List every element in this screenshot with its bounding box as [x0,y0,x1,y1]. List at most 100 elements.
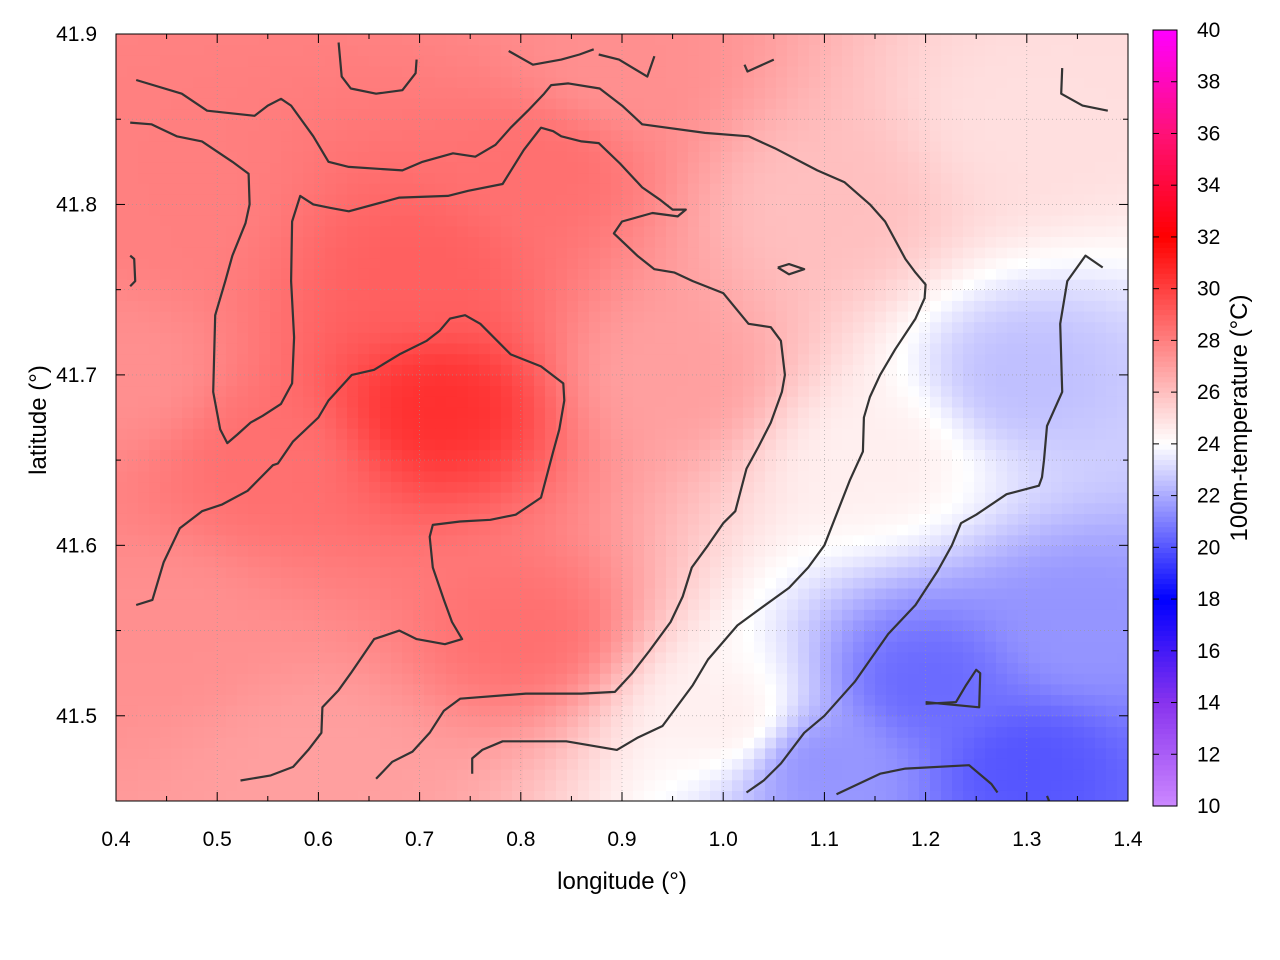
heatmap-cell [1062,555,1074,568]
heatmap-cell [677,737,689,749]
heatmap-cell [226,417,238,429]
heatmap-cell [1073,289,1085,301]
heatmap-cell [215,587,227,600]
heatmap-cell [688,683,700,696]
heatmap-cell [479,651,491,664]
heatmap-cell [149,428,161,440]
heatmap-cell [1018,651,1030,664]
heatmap-cell [171,332,183,344]
heatmap-cell [864,353,876,365]
heatmap-cell [171,545,183,557]
heatmap-cell [369,609,381,621]
heatmap-cell [864,524,876,536]
heatmap-cell [501,332,513,344]
heatmap-cell [292,769,304,781]
heatmap-cell [1117,566,1128,578]
heatmap-cell [721,332,733,344]
heatmap-cell [611,651,623,664]
heatmap-cell [919,406,931,419]
heatmap-cell [1007,726,1019,738]
heatmap-cell [446,502,458,514]
heatmap-cell [347,790,359,801]
heatmap-cell [468,492,480,504]
heatmap-cell [743,374,755,387]
heatmap-cell [424,279,436,291]
heatmap-cell [886,641,898,653]
heatmap-cell [655,236,667,248]
heatmap-cell [600,555,612,568]
heatmap-cell [655,332,667,344]
heatmap-cell [600,470,612,483]
heatmap-cell [842,502,854,514]
heatmap-cell [600,396,612,408]
heatmap-cell [908,364,920,376]
heatmap-cell [204,236,216,248]
heatmap-cell [116,534,128,546]
heatmap-cell [1040,609,1052,621]
heatmap-cell [248,524,260,536]
heatmap-cell [578,769,590,781]
heatmap-cell [512,630,524,642]
heatmap-cell [985,630,997,642]
heatmap-cell [358,385,370,397]
heatmap-cell [600,566,612,578]
heatmap-cell [831,641,843,653]
heatmap-cell [666,587,678,600]
heatmap-cell [270,758,282,770]
heatmap-cell [754,779,766,791]
heatmap-cell [490,310,502,323]
heatmap-cell [622,460,634,472]
heatmap-cell [666,790,678,801]
heatmap-cell [292,268,304,280]
heatmap-cell [314,534,326,546]
heatmap-cell [699,396,711,408]
heatmap-cell [875,289,887,301]
heatmap-cell [215,492,227,504]
heatmap-cell [1007,619,1019,632]
heatmap-cell [1073,587,1085,600]
heatmap-cell [325,662,337,674]
heatmap-cell [479,779,491,791]
heatmap-cell [424,257,436,269]
heatmap-cell [996,300,1008,312]
heatmap-cell [732,726,744,738]
heatmap-cell [798,587,810,600]
heatmap-cell [248,374,260,387]
heatmap-cell [809,321,821,333]
heatmap-cell [369,449,381,461]
heatmap-cell [380,247,392,259]
heatmap-cell [149,342,161,355]
heatmap-cell [171,470,183,483]
heatmap-cell [886,374,898,387]
heatmap-cell [127,577,139,589]
heatmap-cell [248,790,260,801]
heatmap-cell [1106,385,1118,397]
heatmap-cell [435,651,447,664]
heatmap-cell [644,236,656,248]
heatmap-cell [468,790,480,801]
heatmap-cell [666,279,678,291]
heatmap-cell [347,534,359,546]
heatmap-cell [644,577,656,589]
heatmap-cell [941,342,953,355]
heatmap-cell [314,555,326,568]
heatmap-cell [1062,683,1074,696]
heatmap-cell [721,257,733,269]
heatmap-cell [963,385,975,397]
heatmap-cell [952,470,964,483]
heatmap-cell [1095,247,1107,259]
heatmap-cell [919,470,931,483]
heatmap-cell [776,438,788,451]
heatmap-cell [182,364,194,376]
heatmap-cell [688,289,700,301]
heatmap-cell [721,502,733,514]
heatmap-cell [853,747,865,759]
heatmap-cell [534,609,546,621]
heatmap-cell [116,353,128,365]
heatmap-cell [710,460,722,472]
heatmap-cell [754,310,766,323]
heatmap-cell [501,715,513,728]
heatmap-cell [578,289,590,301]
heatmap-cell [1117,428,1128,440]
heatmap-cell [314,396,326,408]
